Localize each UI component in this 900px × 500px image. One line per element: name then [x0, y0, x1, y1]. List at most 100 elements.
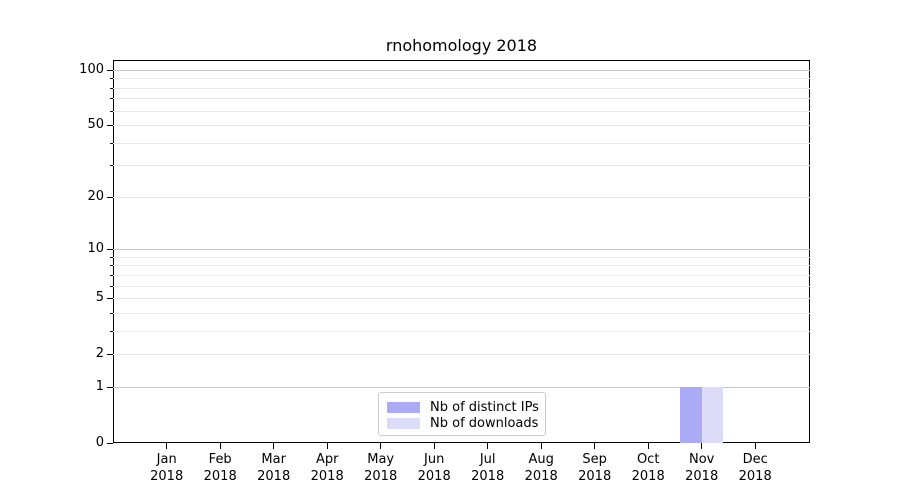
x-tick-month: Apr — [315, 452, 339, 467]
x-tick-year: 2018 — [310, 469, 344, 484]
y-tick-label: 5 — [95, 290, 104, 306]
x-tick-label: Feb 2018 — [180, 451, 260, 485]
x-tick-year: 2018 — [257, 469, 291, 484]
y-minor-tick-mark — [110, 330, 113, 332]
x-tick-label: May 2018 — [341, 451, 421, 485]
y-gridline-minor — [113, 312, 810, 314]
bar-distinct-ips — [680, 386, 702, 443]
x-tick-year: 2018 — [417, 469, 451, 484]
x-tick-mark — [701, 443, 703, 449]
x-tick-mark — [380, 443, 382, 449]
x-tick-month: Oct — [636, 452, 660, 467]
x-tick-year: 2018 — [471, 469, 505, 484]
x-tick-year: 2018 — [631, 469, 665, 484]
x-tick-label: Mar 2018 — [234, 451, 314, 485]
y-minor-tick-mark — [110, 78, 113, 80]
y-tick-label: 50 — [87, 117, 104, 132]
legend-swatch-distinct-ips — [387, 401, 420, 413]
x-tick-mark — [219, 443, 221, 449]
y-minor-tick-mark — [110, 98, 113, 100]
x-tick-month: May — [367, 452, 395, 467]
chart-title: rnohomology 2018 — [385, 36, 538, 55]
x-tick-label: Oct 2018 — [608, 451, 688, 485]
y-minor-tick-mark — [110, 165, 113, 167]
x-tick-year: 2018 — [524, 469, 558, 484]
y-gridline-minor — [113, 98, 810, 100]
y-gridline-minor — [113, 125, 810, 126]
y-minor-tick-mark — [110, 312, 113, 314]
x-tick-year: 2018 — [150, 469, 184, 484]
y-tick-label: 0 — [95, 435, 104, 450]
x-tick-month: Sep — [582, 452, 607, 467]
y-minor-tick-mark — [110, 142, 113, 144]
y-minor-tick-mark — [110, 274, 113, 276]
y-gridline-minor — [113, 274, 810, 276]
x-tick-month: Aug — [528, 452, 554, 467]
y-tick-mark — [107, 443, 113, 444]
x-tick-mark — [326, 443, 328, 449]
x-tick-label: Nov 2018 — [662, 451, 742, 485]
x-tick-mark — [273, 443, 275, 449]
x-tick-label: Aug 2018 — [501, 451, 581, 485]
x-tick-year: 2018 — [685, 469, 719, 484]
y-gridline-minor — [113, 165, 810, 167]
y-minor-tick-mark — [110, 87, 113, 89]
x-tick-month: Feb — [208, 452, 232, 467]
legend-item-distinct-ips: Nb of distinct IPs — [387, 399, 539, 415]
x-tick-mark — [540, 443, 542, 449]
x-tick-label: Dec 2018 — [715, 451, 795, 485]
y-minor-tick-mark — [110, 110, 113, 112]
x-tick-label: Sep 2018 — [555, 451, 635, 485]
y-gridline-minor — [113, 196, 810, 198]
y-minor-tick-mark — [110, 265, 113, 267]
x-tick-year: 2018 — [738, 469, 772, 484]
x-tick-label: Apr 2018 — [287, 451, 367, 485]
x-tick-mark — [754, 443, 756, 449]
y-gridline-minor — [113, 354, 810, 356]
x-tick-year: 2018 — [364, 469, 398, 484]
y-minor-tick-mark — [110, 256, 113, 258]
x-tick-year: 2018 — [203, 469, 237, 484]
y-tick-mark — [107, 196, 113, 198]
plot-area — [113, 60, 810, 443]
x-tick-month: Jul — [479, 452, 496, 467]
y-gridline-minor — [113, 110, 810, 112]
y-gridline-major — [113, 249, 810, 251]
x-tick-label: Jun 2018 — [394, 451, 474, 485]
y-gridline-minor — [113, 78, 810, 80]
y-tick-mark — [107, 69, 113, 71]
legend-item-downloads: Nb of downloads — [387, 415, 539, 431]
y-gridline-minor — [113, 256, 810, 258]
x-tick-mark — [487, 443, 489, 449]
y-tick-label: 20 — [87, 188, 104, 204]
y-gridline-minor — [113, 330, 810, 332]
y-tick-mark — [107, 386, 113, 388]
legend: Nb of distinct IPs Nb of downloads — [378, 392, 546, 436]
legend-swatch-downloads — [387, 417, 420, 429]
y-gridline-major — [113, 69, 810, 71]
x-tick-month: Jan — [156, 452, 177, 467]
y-gridline-minor — [113, 285, 810, 287]
y-gridline-minor — [113, 87, 810, 89]
y-minor-tick-mark — [110, 285, 113, 287]
legend-label-distinct-ips: Nb of distinct IPs — [430, 399, 539, 415]
x-tick-month: Mar — [261, 452, 286, 467]
x-tick-mark — [166, 443, 168, 449]
y-gridline-major — [113, 386, 810, 388]
y-tick-mark — [107, 298, 113, 300]
bar-downloads — [701, 386, 724, 443]
x-tick-mark — [594, 443, 596, 449]
x-tick-year: 2018 — [578, 469, 612, 484]
y-gridline-minor — [113, 265, 810, 267]
y-tick-mark — [107, 249, 113, 251]
legend-label-downloads: Nb of downloads — [430, 415, 539, 431]
x-tick-mark — [433, 443, 435, 449]
y-tick-mark — [107, 354, 113, 356]
x-tick-label: Jul 2018 — [448, 451, 528, 485]
y-tick-mark — [107, 125, 113, 126]
y-gridline-minor — [113, 298, 810, 300]
y-gridline-minor — [113, 142, 810, 144]
y-tick-label: 100 — [79, 61, 104, 77]
